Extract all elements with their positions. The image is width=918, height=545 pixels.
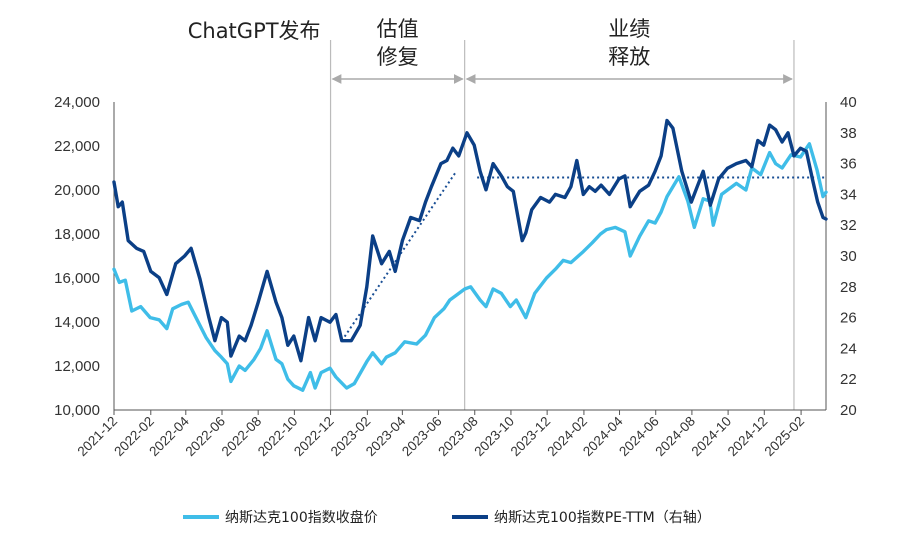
legend: 纳斯达克100指数收盘价 纳斯达克100指数PE-TTM（右轴） bbox=[183, 509, 711, 526]
y-left-tick-label: 16,000 bbox=[54, 270, 100, 287]
legend-entry-close-price: 纳斯达克100指数收盘价 bbox=[183, 509, 378, 526]
y-right-tick-label: 26 bbox=[840, 310, 857, 327]
y-right-tick-label: 30 bbox=[840, 248, 857, 265]
trend-guides bbox=[341, 170, 826, 342]
axes: 10,000 12,000 14,000 16,000 18,000 20,000 22,0… bbox=[54, 94, 857, 459]
x-tick-label: 2021-12 bbox=[74, 414, 120, 460]
x-tick-label: 2025-02 bbox=[762, 414, 808, 460]
legend-label: 纳斯达克100指数PE-TTM（右轴） bbox=[494, 510, 711, 526]
annotations: ChatGPT发布 估值修复 业绩释放 bbox=[188, 17, 793, 84]
y-right-tick-label: 24 bbox=[840, 340, 857, 357]
y-right-tick-label: 34 bbox=[840, 186, 857, 203]
y-right-tick-label: 28 bbox=[840, 279, 857, 296]
y-left-tick-label: 14,000 bbox=[54, 314, 100, 331]
period-dividers bbox=[329, 40, 795, 410]
y-right-tick-label: 40 bbox=[840, 94, 857, 111]
y-left-tick-label: 10,000 bbox=[54, 402, 100, 419]
y-right-tick-label: 20 bbox=[840, 402, 857, 419]
x-tick-label: 2023-12 bbox=[508, 414, 554, 460]
trend-guide-0 bbox=[341, 170, 458, 342]
y-left-tick-label: 20,000 bbox=[54, 182, 100, 199]
y-left-tick-label: 22,000 bbox=[54, 138, 100, 155]
y-left-tick-label: 24,000 bbox=[54, 94, 100, 111]
y-left-tick-label: 18,000 bbox=[54, 226, 100, 243]
series-line-pe-ttm bbox=[112, 118, 828, 363]
y-left-tick-label: 12,000 bbox=[54, 358, 100, 375]
y-right-tick-label: 36 bbox=[840, 156, 857, 173]
legend-entry-pe-ttm: 纳斯达克100指数PE-TTM（右轴） bbox=[452, 510, 711, 526]
y-right-tick-label: 22 bbox=[840, 371, 857, 388]
annotation-valuation-repair: 估值修复 bbox=[377, 17, 419, 69]
annotation-chatgpt-release: ChatGPT发布 bbox=[188, 19, 321, 43]
series-line-close-price bbox=[112, 142, 828, 392]
y-right-tick-label: 38 bbox=[840, 125, 857, 142]
x-tick-label: 2024-12 bbox=[725, 414, 771, 460]
y-right-tick-label: 32 bbox=[840, 217, 857, 234]
annotation-earnings-release: 业绩释放 bbox=[608, 17, 650, 69]
x-tick-label: 2022-12 bbox=[291, 414, 337, 460]
legend-label: 纳斯达克100指数收盘价 bbox=[225, 509, 378, 526]
series-lines bbox=[112, 118, 828, 392]
